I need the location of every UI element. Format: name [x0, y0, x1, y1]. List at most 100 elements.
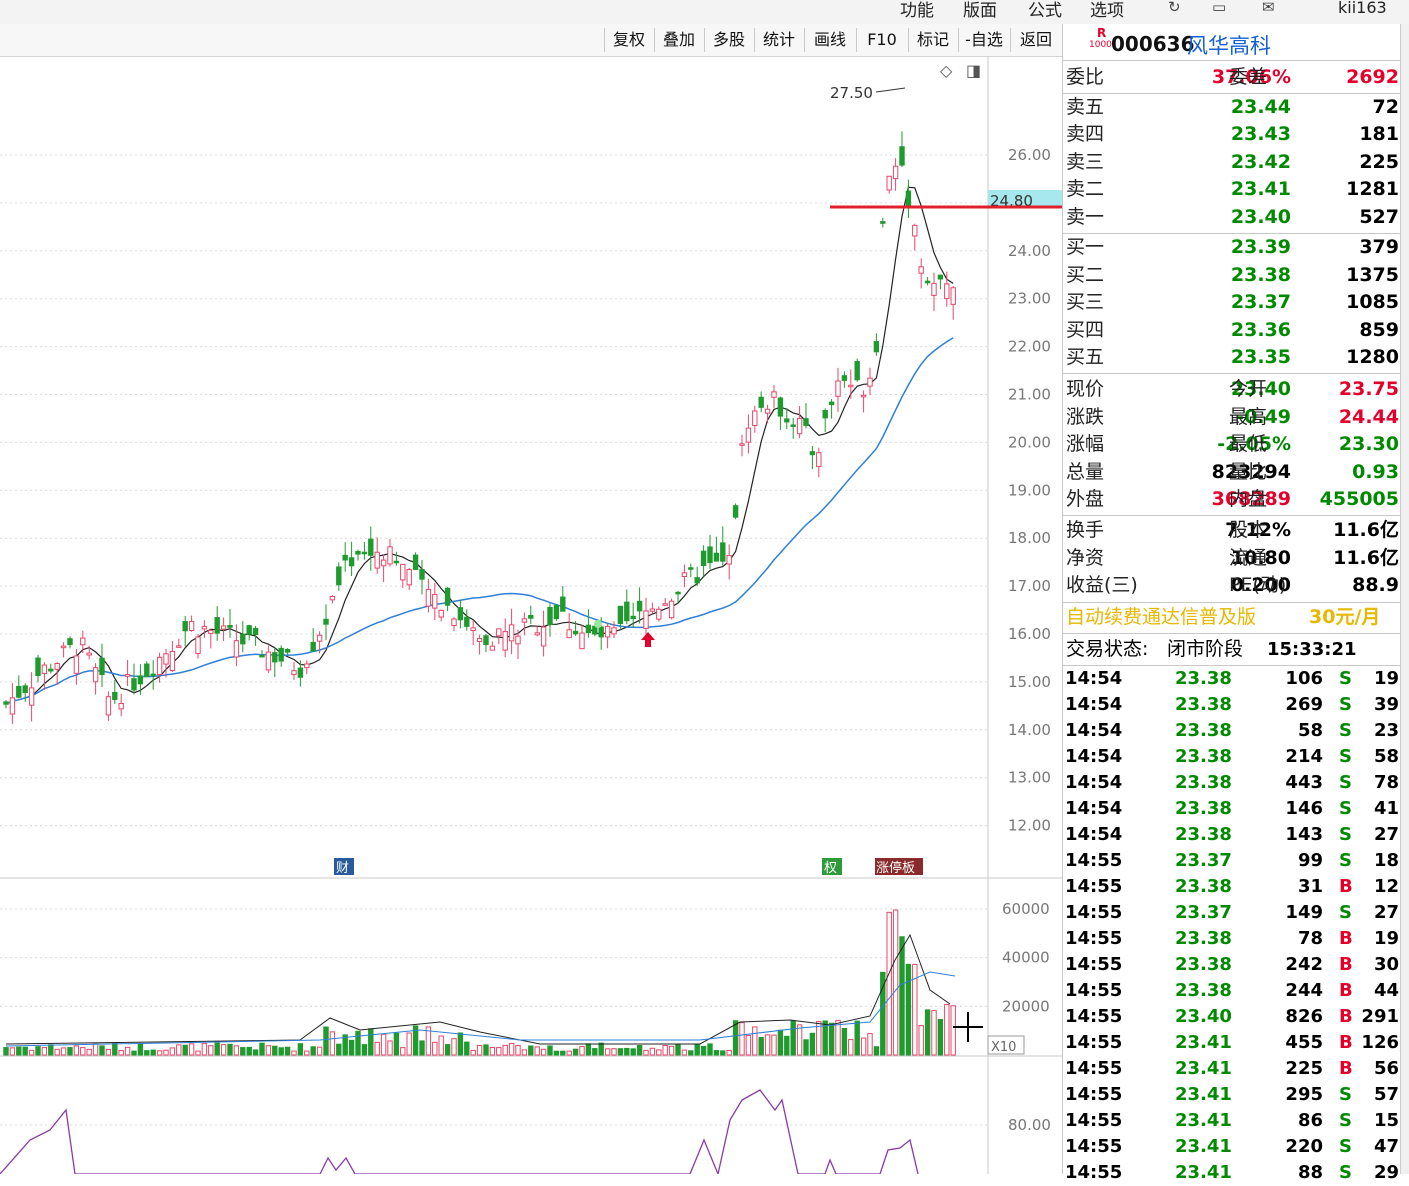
fundamental-row: 换手 7.12% 股本 11.6亿 [1066, 519, 1399, 541]
ask-row-1[interactable]: 卖一 23.40 527 [1066, 206, 1399, 228]
chart-toolbar: 复权 叠加 多股 统计 画线 F10 标记 -自选 返回 [0, 24, 1062, 57]
volume-bar [195, 1050, 201, 1056]
candle-body [336, 566, 342, 586]
ask-row-4[interactable]: 卖四 23.43 181 [1066, 123, 1399, 145]
panel-toggle-icon[interactable]: ◨ [966, 61, 981, 80]
rights-marker[interactable] [822, 858, 842, 875]
limit-up-marker[interactable] [875, 858, 923, 875]
tick-row[interactable]: 14:55 23.37 99 S 18 [1065, 850, 1399, 871]
volume-tick-label: 60000 [1002, 900, 1050, 918]
tick-row[interactable]: 14:55 23.37 149 S 27 [1065, 902, 1399, 923]
volume-bar [451, 1038, 457, 1056]
tick-row[interactable]: 14:55 23.38 31 B 12 [1065, 876, 1399, 897]
bid-row-3[interactable]: 买三 23.37 1085 [1066, 291, 1399, 313]
candle-body [649, 608, 656, 612]
volume-bar [201, 1043, 208, 1056]
candle-body [406, 568, 412, 586]
tick-row[interactable]: 14:55 23.41 86 S 15 [1065, 1110, 1399, 1131]
volume-bar [387, 1040, 393, 1056]
kline-chart[interactable]: 26.0025.0024.0023.0022.0021.0020.0019.00… [0, 56, 1062, 1174]
volume-bar [688, 1050, 694, 1056]
right-scrollbar[interactable] [1400, 24, 1409, 1174]
tick-row[interactable]: 14:55 23.41 225 B 56 [1065, 1058, 1399, 1079]
tick-row[interactable]: 14:54 23.38 214 S 58 [1065, 746, 1399, 767]
volume-bar [560, 1050, 566, 1056]
menu-layout[interactable]: 版面 [963, 1, 997, 21]
candle-body [54, 663, 60, 670]
volume-bar [950, 1005, 956, 1056]
tick-row[interactable]: 14:55 23.38 78 B 19 [1065, 928, 1399, 949]
volume-bar [604, 1048, 611, 1056]
remove-watchlist-button[interactable]: -自选 [958, 28, 1009, 52]
tick-row[interactable]: 14:54 23.38 269 S 39 [1065, 694, 1399, 715]
candle-body [9, 697, 16, 715]
finance-marker[interactable] [334, 858, 354, 875]
tick-row[interactable]: 14:54 23.38 146 S 41 [1065, 798, 1399, 819]
bid-row-1[interactable]: 买一 23.39 379 [1066, 236, 1399, 258]
volume-bar [284, 1046, 291, 1056]
volume-bar [124, 1046, 131, 1056]
f10-button[interactable]: F10 [856, 28, 907, 52]
statistics-button[interactable]: 统计 [754, 28, 803, 52]
fuquan-button[interactable]: 复权 [604, 28, 653, 52]
price-tick-label: 24.00 [1008, 242, 1051, 260]
candle-body [675, 591, 681, 595]
menu-function[interactable]: 功能 [900, 1, 934, 21]
candle-body [803, 418, 809, 426]
tick-row[interactable]: 14:54 23.38 58 S 23 [1065, 720, 1399, 741]
menu-options[interactable]: 选项 [1090, 1, 1124, 21]
message-icon[interactable]: ✉ [1262, 0, 1275, 16]
back-button[interactable]: 返回 [1010, 28, 1061, 52]
menu-formula[interactable]: 公式 [1028, 1, 1062, 21]
mark-button[interactable]: 标记 [908, 28, 957, 52]
tick-row[interactable]: 14:55 23.41 455 B 126 [1065, 1032, 1399, 1053]
tick-row[interactable]: 14:54 23.38 143 S 27 [1065, 824, 1399, 845]
volume-bar [771, 1034, 777, 1056]
volume-bar [118, 1050, 124, 1056]
tick-row[interactable]: 14:55 23.38 244 B 44 [1065, 980, 1399, 1001]
username[interactable]: kii163 [1338, 0, 1387, 17]
volume-bar [265, 1045, 272, 1056]
bid-row-2[interactable]: 买二 23.38 1375 [1066, 264, 1399, 286]
tick-row[interactable]: 14:54 23.38 443 S 78 [1065, 772, 1399, 793]
tick-row[interactable]: 14:55 23.38 242 B 30 [1065, 954, 1399, 975]
draw-line-button[interactable]: 画线 [804, 28, 855, 52]
candle-body [297, 667, 304, 678]
volume-bar [656, 1049, 662, 1056]
overlay-button[interactable]: 叠加 [654, 28, 703, 52]
volume-bar [502, 1044, 508, 1056]
window-icon[interactable]: ▭ [1212, 0, 1227, 16]
candle-body [630, 615, 636, 620]
tick-row[interactable]: 14:54 23.38 106 S 19 [1065, 668, 1399, 689]
candle-body [508, 624, 515, 642]
multi-stock-button[interactable]: 多股 [704, 28, 753, 52]
candle-body [688, 567, 694, 570]
volume-bar [809, 1032, 816, 1056]
tick-row[interactable]: 14:55 23.41 88 S 29 [1065, 1162, 1399, 1183]
volume-bar [636, 1045, 643, 1056]
bid-row-5[interactable]: 买五 23.35 1280 [1066, 346, 1399, 368]
ask-row-5[interactable]: 卖五 23.44 72 [1066, 96, 1399, 118]
candle-body [950, 287, 956, 305]
candle-body [259, 654, 265, 658]
candle-body [22, 685, 28, 693]
volume-tick-label: 20000 [1002, 997, 1050, 1015]
tick-row[interactable]: 14:55 23.41 220 S 47 [1065, 1136, 1399, 1157]
volume-bar [892, 909, 899, 1056]
candle-body [291, 670, 297, 675]
volume-bar [304, 1050, 310, 1056]
volume-bar [35, 1046, 41, 1056]
ask-row-2[interactable]: 卖二 23.41 1281 [1066, 178, 1399, 200]
ask-row-3[interactable]: 卖三 23.42 225 [1066, 151, 1399, 173]
candle-body [86, 652, 92, 656]
bid-row-4[interactable]: 买四 23.36 859 [1066, 319, 1399, 341]
candle-body [419, 569, 425, 580]
tick-row[interactable]: 14:55 23.40 826 B 291 [1065, 1006, 1399, 1027]
volume-bar [816, 1021, 822, 1056]
ad-banner[interactable]: 自动续费通达信普及版 30元/月 [1066, 606, 1381, 628]
stock-name[interactable]: 风华高科 [1187, 34, 1271, 58]
tick-row[interactable]: 14:55 23.41 295 S 57 [1065, 1084, 1399, 1105]
volume-bars [3, 909, 956, 1056]
diamond-icon[interactable]: ◇ [940, 61, 953, 80]
refresh-icon[interactable]: ↻ [1168, 0, 1181, 16]
